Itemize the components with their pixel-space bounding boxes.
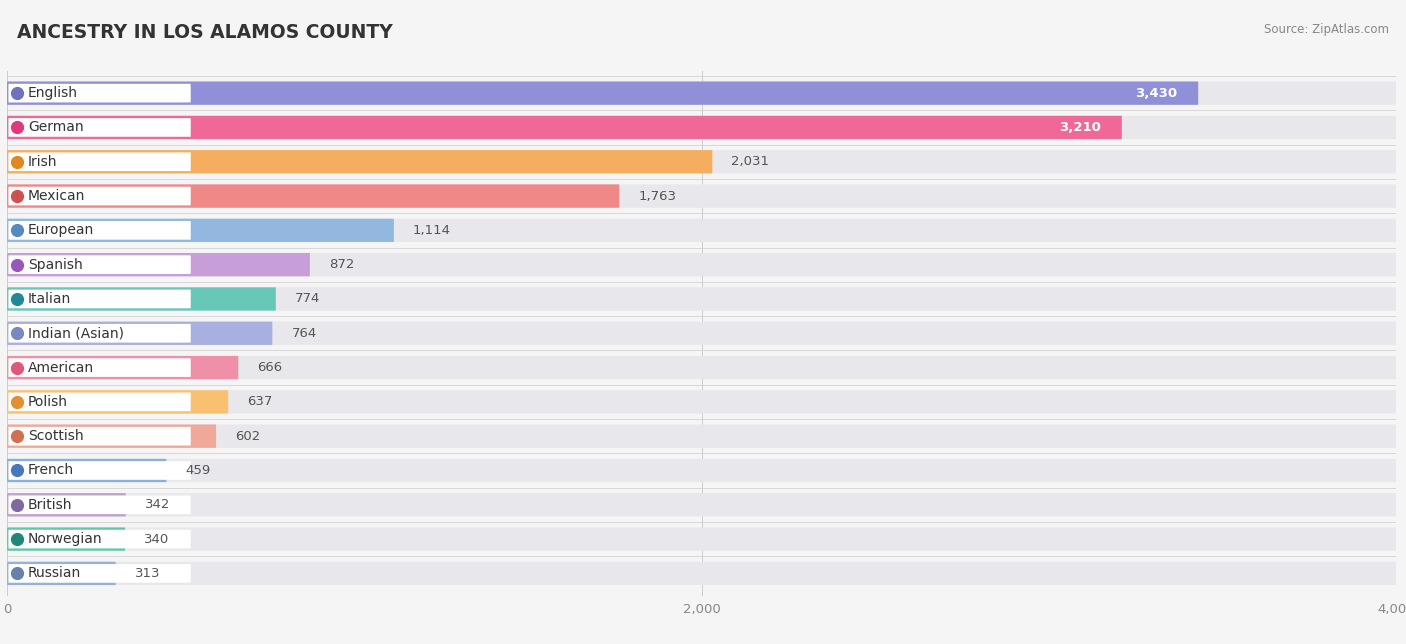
FancyBboxPatch shape	[7, 493, 1396, 516]
Text: Spanish: Spanish	[28, 258, 83, 272]
FancyBboxPatch shape	[7, 390, 228, 413]
Text: 1,114: 1,114	[413, 224, 451, 237]
FancyBboxPatch shape	[7, 116, 1396, 139]
Text: Italian: Italian	[28, 292, 72, 306]
Text: 2,031: 2,031	[731, 155, 769, 168]
Text: 602: 602	[235, 430, 260, 442]
FancyBboxPatch shape	[7, 287, 276, 310]
Text: 313: 313	[135, 567, 160, 580]
Text: 3,210: 3,210	[1059, 121, 1101, 134]
Text: 3,430: 3,430	[1135, 87, 1177, 100]
Text: ANCESTRY IN LOS ALAMOS COUNTY: ANCESTRY IN LOS ALAMOS COUNTY	[17, 23, 392, 42]
Text: 637: 637	[247, 395, 273, 408]
Text: Source: ZipAtlas.com: Source: ZipAtlas.com	[1264, 23, 1389, 35]
FancyBboxPatch shape	[7, 459, 1396, 482]
FancyBboxPatch shape	[8, 495, 191, 514]
FancyBboxPatch shape	[7, 424, 217, 448]
FancyBboxPatch shape	[7, 562, 115, 585]
FancyBboxPatch shape	[8, 427, 191, 446]
FancyBboxPatch shape	[8, 255, 191, 274]
FancyBboxPatch shape	[7, 356, 239, 379]
Text: 342: 342	[145, 498, 170, 511]
FancyBboxPatch shape	[7, 82, 1198, 105]
Text: European: European	[28, 223, 94, 238]
Text: Scottish: Scottish	[28, 429, 83, 443]
Text: English: English	[28, 86, 77, 100]
FancyBboxPatch shape	[7, 116, 1122, 139]
Text: Mexican: Mexican	[28, 189, 86, 203]
FancyBboxPatch shape	[8, 84, 191, 102]
Text: 1,763: 1,763	[638, 189, 676, 203]
FancyBboxPatch shape	[7, 321, 273, 345]
FancyBboxPatch shape	[7, 493, 125, 516]
FancyBboxPatch shape	[8, 564, 191, 583]
FancyBboxPatch shape	[7, 459, 166, 482]
FancyBboxPatch shape	[8, 187, 191, 205]
FancyBboxPatch shape	[8, 461, 191, 480]
Text: Polish: Polish	[28, 395, 67, 409]
FancyBboxPatch shape	[8, 221, 191, 240]
FancyBboxPatch shape	[8, 118, 191, 137]
Text: 872: 872	[329, 258, 354, 271]
FancyBboxPatch shape	[7, 562, 1396, 585]
Text: German: German	[28, 120, 83, 135]
Text: 340: 340	[145, 533, 170, 545]
FancyBboxPatch shape	[7, 82, 1396, 105]
FancyBboxPatch shape	[8, 358, 191, 377]
Text: Russian: Russian	[28, 567, 82, 580]
FancyBboxPatch shape	[7, 150, 1396, 173]
FancyBboxPatch shape	[8, 324, 191, 343]
Text: 774: 774	[295, 292, 321, 305]
FancyBboxPatch shape	[7, 424, 1396, 448]
Text: 666: 666	[257, 361, 283, 374]
Text: Norwegian: Norwegian	[28, 532, 103, 546]
Text: British: British	[28, 498, 72, 512]
FancyBboxPatch shape	[7, 390, 1396, 413]
Text: 764: 764	[291, 327, 316, 340]
FancyBboxPatch shape	[7, 184, 619, 208]
FancyBboxPatch shape	[7, 219, 1396, 242]
Text: American: American	[28, 361, 94, 375]
FancyBboxPatch shape	[7, 356, 1396, 379]
FancyBboxPatch shape	[7, 253, 309, 276]
FancyBboxPatch shape	[7, 527, 1396, 551]
FancyBboxPatch shape	[7, 321, 1396, 345]
Text: Indian (Asian): Indian (Asian)	[28, 327, 124, 340]
FancyBboxPatch shape	[7, 253, 1396, 276]
FancyBboxPatch shape	[8, 530, 191, 549]
FancyBboxPatch shape	[8, 393, 191, 412]
Text: French: French	[28, 464, 75, 477]
FancyBboxPatch shape	[7, 287, 1396, 310]
FancyBboxPatch shape	[8, 290, 191, 308]
Text: Irish: Irish	[28, 155, 58, 169]
Text: 459: 459	[186, 464, 211, 477]
FancyBboxPatch shape	[7, 184, 1396, 208]
FancyBboxPatch shape	[8, 153, 191, 171]
FancyBboxPatch shape	[7, 150, 713, 173]
FancyBboxPatch shape	[7, 219, 394, 242]
FancyBboxPatch shape	[7, 527, 125, 551]
